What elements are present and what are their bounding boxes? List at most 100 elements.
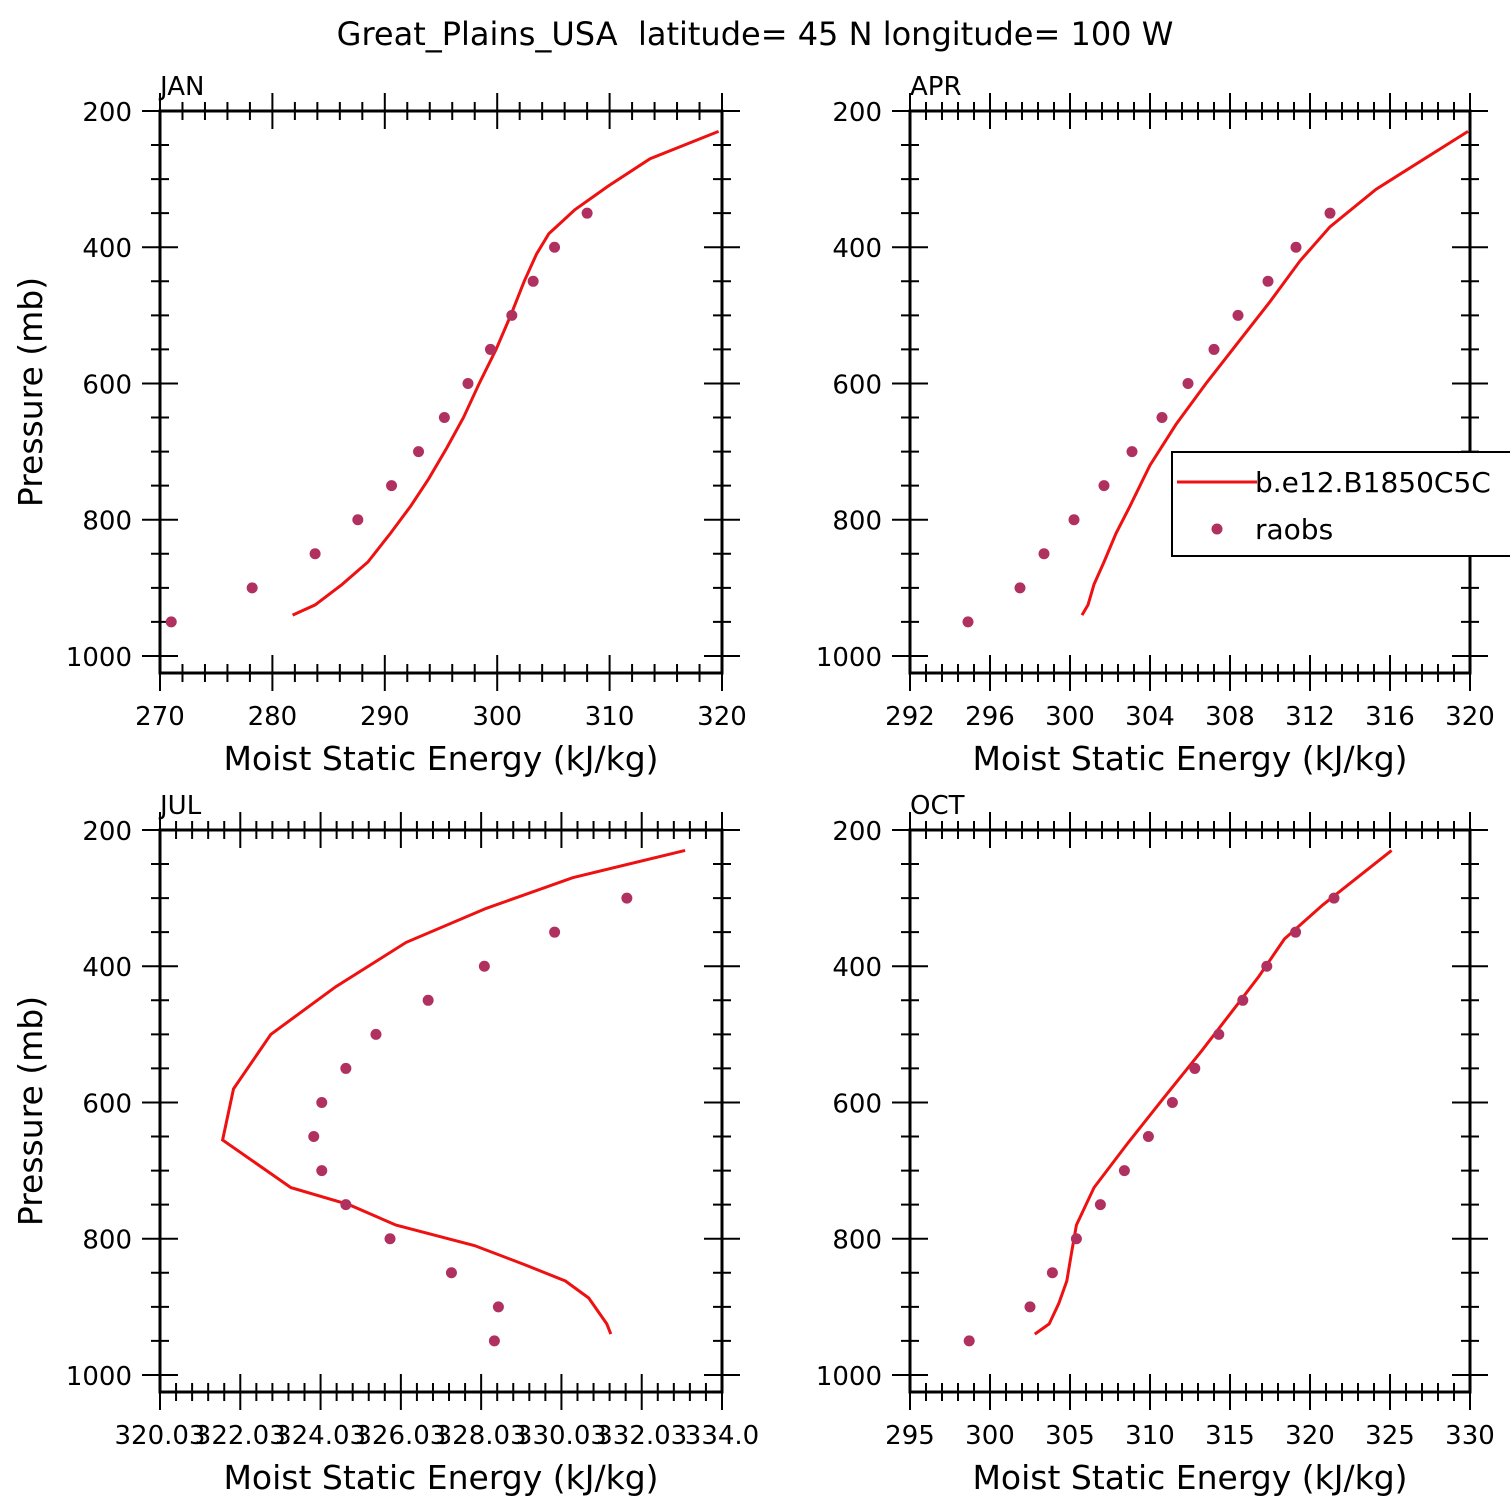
raobs-point xyxy=(384,1233,396,1245)
raobs-point xyxy=(316,1165,328,1177)
raobs-point xyxy=(246,582,258,594)
y-tick-label: 400 xyxy=(82,953,132,983)
raobs-point xyxy=(621,892,633,904)
y-tick-label: 200 xyxy=(82,98,132,128)
raobs-point xyxy=(1094,1199,1106,1211)
x-tick-label: 334.0 xyxy=(685,1421,759,1451)
raobs-point xyxy=(1208,343,1220,355)
y-tick-label: 600 xyxy=(832,1089,882,1119)
x-tick-label: 300 xyxy=(472,702,522,732)
raobs-point xyxy=(309,548,321,560)
plot-frame xyxy=(158,109,724,675)
raobs-point xyxy=(340,1199,352,1211)
y-axis-label: Pressure (mb) xyxy=(11,996,50,1226)
raobs-point xyxy=(1038,548,1050,560)
x-tick-label: 325 xyxy=(1365,1421,1415,1451)
raobs-point xyxy=(1290,241,1302,253)
y-tick-label: 800 xyxy=(82,1226,132,1256)
panel-label: OCT xyxy=(910,791,965,821)
raobs-point xyxy=(484,343,496,355)
x-tick-label: 310 xyxy=(1125,1421,1175,1451)
x-tick-label: 320.03 xyxy=(115,1421,206,1451)
plot-frame xyxy=(908,109,1472,675)
y-tick-label: 600 xyxy=(82,1089,132,1119)
y-tick-label: 1000 xyxy=(66,643,132,673)
plot-frame xyxy=(908,828,1472,1394)
model-line xyxy=(291,130,720,617)
raobs-point xyxy=(1024,1301,1036,1313)
x-tick-label: 308 xyxy=(1205,702,1255,732)
y-tick-label: 600 xyxy=(82,370,132,400)
plot-area xyxy=(962,130,1469,628)
x-tick-label: 330.03 xyxy=(516,1421,607,1451)
raobs-point xyxy=(340,1062,352,1074)
raobs-point xyxy=(422,994,434,1006)
model-line xyxy=(220,848,686,1335)
raobs-point xyxy=(1118,1165,1130,1177)
raobs-point xyxy=(352,514,364,526)
raobs-point xyxy=(527,275,539,287)
x-tick-label: 295 xyxy=(885,1421,935,1451)
raobs-point xyxy=(1098,480,1110,492)
panel-jul: 200 400 600 800 1000 320.03322.03324.03326.03… xyxy=(11,791,759,1497)
x-tick-label: 304 xyxy=(1125,702,1175,732)
y-tick-label: 800 xyxy=(832,507,882,537)
y-axis-label: Pressure (mb) xyxy=(11,277,50,507)
figure-title: Great_Plains_USA latitude= 45 N longitud… xyxy=(337,15,1174,53)
x-tick-label: 320 xyxy=(1285,1421,1335,1451)
y-tick-label: 200 xyxy=(832,817,882,847)
raobs-point xyxy=(1324,207,1336,219)
y-tick-label: 1000 xyxy=(816,1362,882,1392)
panel-label: JAN xyxy=(158,72,204,102)
x-tick-label: 305 xyxy=(1045,1421,1095,1451)
raobs-point xyxy=(1213,1028,1225,1040)
x-tick-label: 315 xyxy=(1205,1421,1255,1451)
raobs-point xyxy=(549,926,561,938)
raobs-point xyxy=(1182,377,1194,389)
x-tick-label: 322.03 xyxy=(195,1421,286,1451)
x-tick-label: 326.03 xyxy=(355,1421,446,1451)
raobs-point xyxy=(413,446,425,458)
x-tick-label: 328.03 xyxy=(436,1421,527,1451)
y-tick-label: 800 xyxy=(832,1226,882,1256)
raobs-point xyxy=(1262,275,1274,287)
raobs-point xyxy=(1014,582,1026,594)
x-tick-label: 312 xyxy=(1285,702,1335,732)
raobs-point xyxy=(492,1301,504,1313)
x-tick-label: 296 xyxy=(965,702,1015,732)
y-tick-label: 400 xyxy=(82,234,132,264)
raobs-point xyxy=(1328,892,1340,904)
raobs-point xyxy=(308,1131,320,1143)
x-tick-label: 316 xyxy=(1365,702,1415,732)
model-line xyxy=(1033,849,1393,1336)
raobs-point xyxy=(1189,1062,1201,1074)
y-tick-label: 200 xyxy=(82,817,132,847)
raobs-point xyxy=(316,1096,328,1108)
legend-dot-swatch xyxy=(1211,523,1223,535)
y-tick-label: 200 xyxy=(832,98,882,128)
raobs-point xyxy=(1261,960,1273,972)
legend-box xyxy=(1171,451,1510,557)
plot-area xyxy=(220,848,686,1347)
raobs-point xyxy=(1166,1096,1178,1108)
plot-area xyxy=(963,849,1393,1347)
y-tick-label: 600 xyxy=(832,370,882,400)
x-tick-label: 292 xyxy=(885,702,935,732)
x-tick-label: 332.03 xyxy=(596,1421,687,1451)
x-tick-label: 324.03 xyxy=(275,1421,366,1451)
legend-label-raobs: raobs xyxy=(1255,513,1333,546)
raobs-point xyxy=(462,377,474,389)
raobs-point xyxy=(488,1335,500,1347)
model-line xyxy=(1080,130,1469,616)
legend-label-model: b.e12.B1850C5C xyxy=(1255,466,1491,499)
raobs-point xyxy=(1237,994,1249,1006)
y-tick-label: 400 xyxy=(832,234,882,264)
raobs-point xyxy=(1142,1131,1154,1143)
x-tick-label: 330 xyxy=(1445,1421,1495,1451)
raobs-point xyxy=(1046,1267,1058,1279)
x-axis-label: Moist Static Energy (kJ/kg) xyxy=(972,1458,1407,1497)
